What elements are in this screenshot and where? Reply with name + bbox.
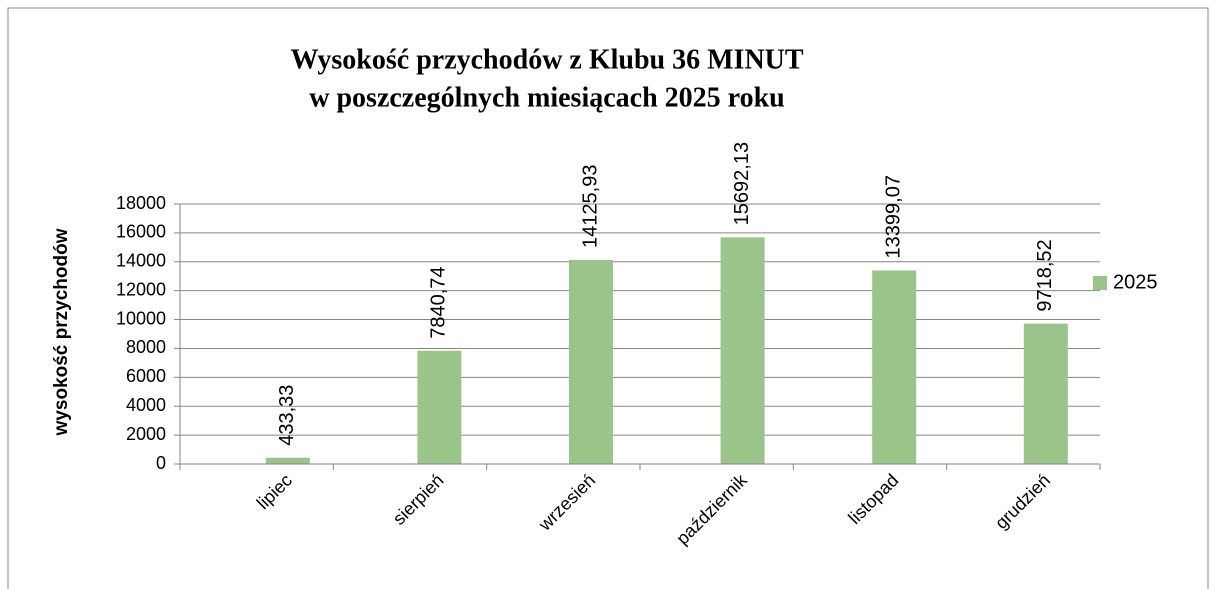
x-tick-label: wrzesień xyxy=(534,470,599,535)
bar xyxy=(720,237,765,464)
legend-label: 2025 xyxy=(1113,271,1158,293)
y-tick-label: 6000 xyxy=(126,366,166,386)
y-tick-label: 4000 xyxy=(126,395,166,415)
y-tick-label: 0 xyxy=(156,453,166,473)
bar xyxy=(872,270,917,464)
y-tick-label: 12000 xyxy=(116,279,166,299)
y-tick-label: 18000 xyxy=(116,193,166,213)
y-tick-label: 16000 xyxy=(116,222,166,242)
data-label: 9718,52 xyxy=(1034,239,1056,311)
x-tick-label: lipiec xyxy=(253,470,296,513)
chart-frame xyxy=(7,7,1209,589)
data-label: 15692,13 xyxy=(731,142,753,225)
y-tick-label: 10000 xyxy=(116,308,166,328)
bar xyxy=(1023,323,1068,464)
y-axis-label: wysokość przychodów xyxy=(51,228,72,436)
x-tick-label: sierpień xyxy=(389,470,448,529)
chart-title: Wysokość przychodów z Klubu 36 MINUT xyxy=(290,44,803,75)
data-label: 7840,74 xyxy=(428,266,450,338)
y-tick-label: 14000 xyxy=(116,251,166,271)
bar xyxy=(265,457,310,464)
data-label: 13399,07 xyxy=(882,175,904,258)
x-tick-label: październik xyxy=(672,469,751,548)
bar xyxy=(569,259,613,464)
legend-swatch xyxy=(1093,276,1107,290)
x-tick-label: grudzień xyxy=(991,470,1054,533)
x-tick-label: listopad xyxy=(844,470,902,528)
bar xyxy=(417,350,462,464)
y-tick-label: 8000 xyxy=(126,337,166,357)
chart-title: w poszczególnych miesiącach 2025 roku xyxy=(309,82,784,113)
y-tick-label: 2000 xyxy=(126,424,166,444)
data-label: 433,33 xyxy=(276,385,298,446)
data-label: 14125,93 xyxy=(579,165,601,248)
